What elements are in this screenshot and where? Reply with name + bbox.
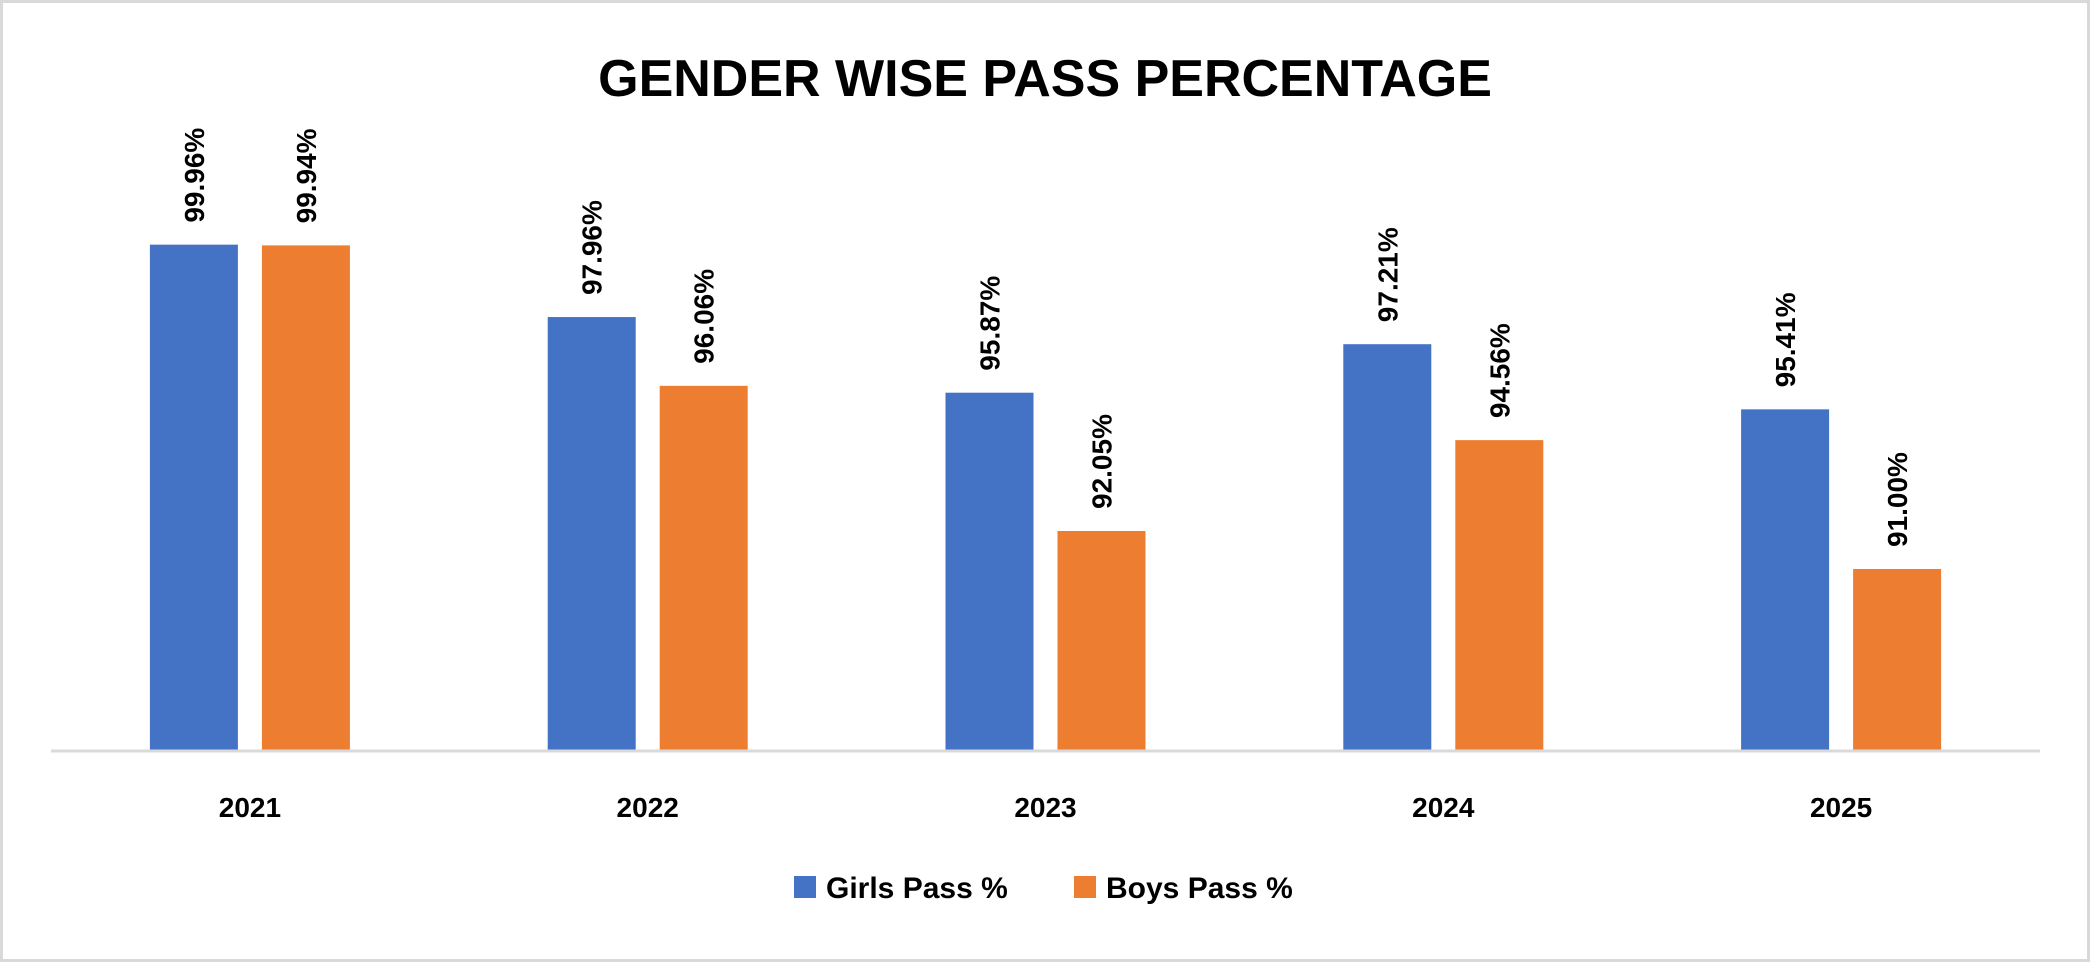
data-label: 91.00% — [1882, 452, 1913, 547]
data-label: 99.94% — [291, 128, 322, 223]
bar-girls-2023 — [945, 392, 1034, 750]
legend-swatch-girls — [794, 876, 816, 898]
data-label: 95.87% — [975, 276, 1006, 371]
legend-swatch-boys — [1074, 876, 1096, 898]
legend: Girls Pass % Boys Pass % — [794, 872, 1293, 905]
bar-boys-2023 — [1057, 530, 1146, 750]
x-tick-label: 2025 — [1810, 792, 1872, 823]
bar-boys-2024 — [1455, 440, 1544, 750]
data-label: 95.41% — [1770, 292, 1801, 387]
bar-girls-2025 — [1741, 409, 1830, 750]
data-label: 94.56% — [1484, 323, 1515, 418]
data-label: 97.21% — [1372, 227, 1403, 322]
legend-label: Boys Pass % — [1106, 872, 1293, 905]
data-label: 99.96% — [179, 128, 210, 223]
plot-area: 99.96% 99.94% 97.96% 96.06% 95.87% 92.05% 97.2… — [149, 128, 1942, 750]
x-tick-label: 2024 — [1412, 792, 1475, 823]
bar-boys-2022 — [659, 385, 748, 750]
bar-boys-2021 — [261, 245, 350, 750]
bar-girls-2024 — [1343, 344, 1432, 750]
chart-title: GENDER WISE PASS PERCENTAGE — [598, 50, 1492, 108]
bar-girls-2021 — [149, 244, 238, 750]
data-label: 96.06% — [689, 269, 720, 364]
x-tick-label: 2021 — [219, 792, 281, 823]
data-label: 97.96% — [577, 200, 608, 295]
x-tick-label: 2022 — [617, 792, 679, 823]
data-label: 92.05% — [1087, 414, 1118, 509]
x-axis-ticks: 2021 2022 2023 2024 2025 — [219, 792, 1872, 823]
legend-label: Girls Pass % — [826, 872, 1008, 905]
bar-boys-2025 — [1853, 569, 1942, 750]
bar-girls-2022 — [547, 317, 636, 750]
x-tick-label: 2023 — [1014, 792, 1076, 823]
